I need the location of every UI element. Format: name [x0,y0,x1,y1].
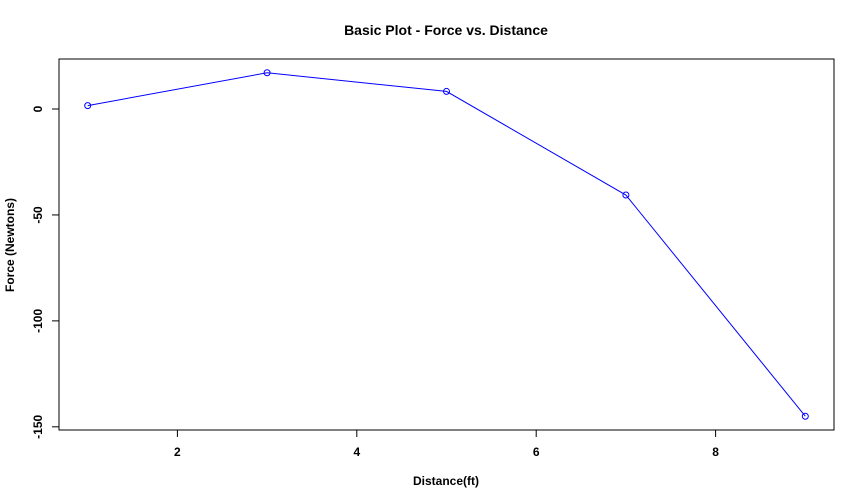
x-tick-label: 8 [712,445,719,459]
y-axis-label: Force (Newtons) [3,198,17,292]
y-tick-label: -100 [31,309,45,333]
data-point [443,87,450,95]
data-point [84,102,92,110]
x-axis-label: Distance(ft) [413,474,479,488]
data-point [801,412,809,420]
series-line [87,72,806,417]
chart-title: Basic Plot - Force vs. Distance [344,22,548,38]
x-tick-label: 6 [533,445,540,459]
y-axis: 0 -50 -100 -150 [31,105,60,439]
data-point [622,191,630,199]
plot-frame [58,58,835,431]
x-axis: 2 4 6 8 [174,429,719,459]
series-layer [84,69,809,420]
y-tick-label: -50 [31,206,45,224]
x-tick-label: 2 [174,445,181,459]
data-point [263,69,271,77]
y-tick-label: 0 [31,105,45,112]
y-tick-label: -150 [31,414,45,438]
x-tick-label: 4 [353,445,360,459]
